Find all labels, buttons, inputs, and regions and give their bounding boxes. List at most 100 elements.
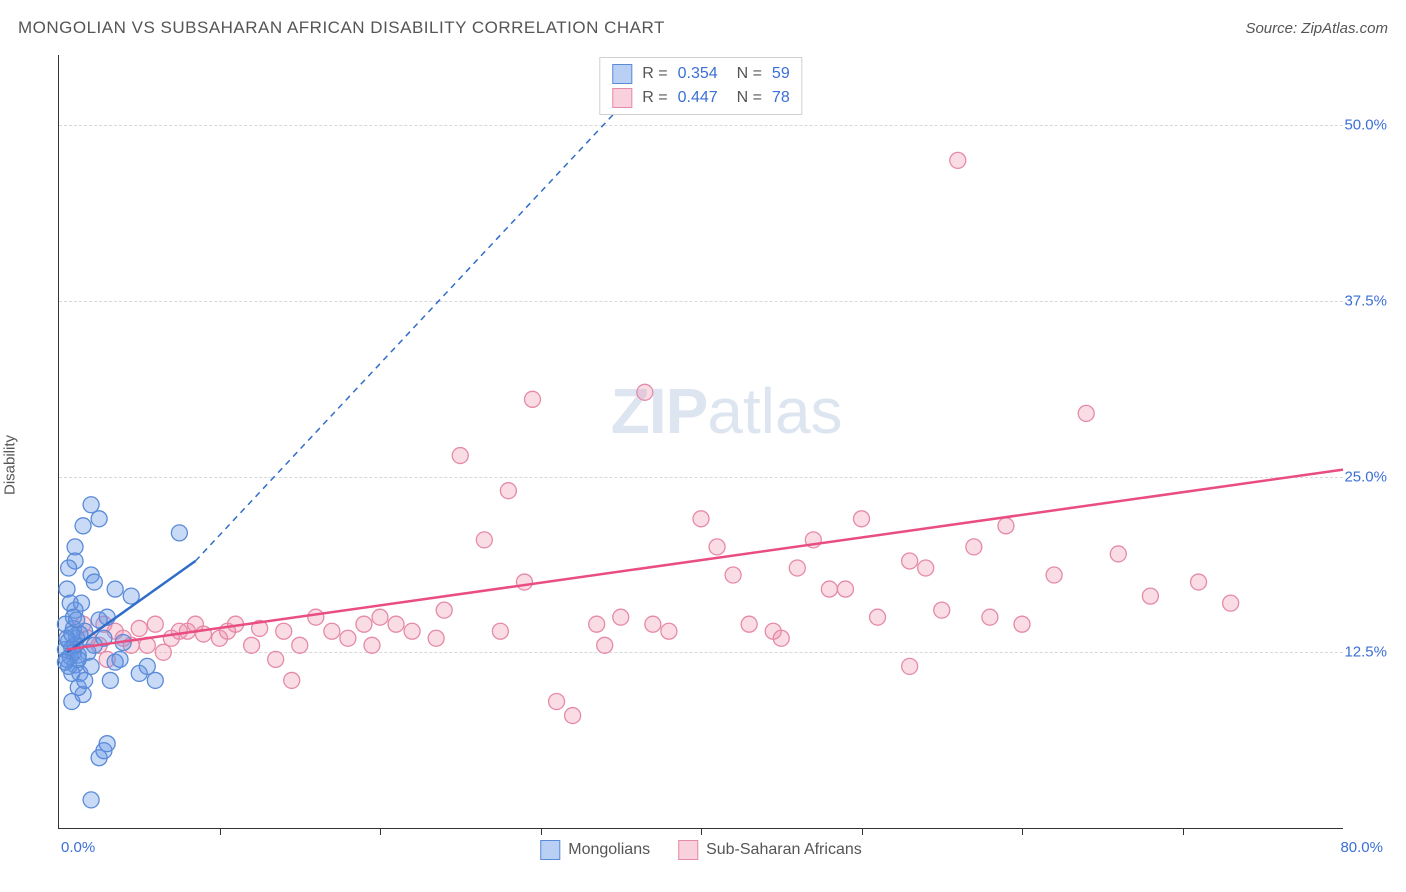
plot-area: ZIPatlas R = 0.354 N = 59R = 0.447 N = 7… (58, 55, 1343, 829)
point-subsaharan (1078, 405, 1094, 421)
point-subsaharan (436, 602, 452, 618)
point-mongolian (83, 497, 99, 513)
point-subsaharan (356, 616, 372, 632)
point-subsaharan (1110, 546, 1126, 562)
point-subsaharan (1014, 616, 1030, 632)
point-subsaharan (950, 152, 966, 168)
legend-n-label: N = (728, 89, 762, 107)
point-mongolian (139, 658, 155, 674)
point-subsaharan (693, 511, 709, 527)
point-subsaharan (268, 651, 284, 667)
point-mongolian (77, 672, 93, 688)
y-axis-label: Disability (2, 434, 19, 494)
point-mongolian (107, 581, 123, 597)
x-tick (1022, 828, 1023, 835)
point-subsaharan (284, 672, 300, 688)
legend-swatch (612, 64, 632, 84)
legend-swatch (540, 840, 560, 860)
point-mongolian (99, 736, 115, 752)
point-subsaharan (998, 518, 1014, 534)
x-tick (380, 828, 381, 835)
x-tick (701, 828, 702, 835)
legend-r-label: R = (642, 89, 667, 107)
point-subsaharan (966, 539, 982, 555)
point-subsaharan (1142, 588, 1158, 604)
legend-n-label: N = (728, 65, 762, 83)
point-subsaharan (902, 553, 918, 569)
point-subsaharan (147, 616, 163, 632)
point-subsaharan (589, 616, 605, 632)
point-subsaharan (516, 574, 532, 590)
trend-line-mongolian-extrapolated (195, 55, 668, 561)
point-subsaharan (645, 616, 661, 632)
source-attribution: Source: ZipAtlas.com (1245, 20, 1388, 37)
point-subsaharan (476, 532, 492, 548)
scatter-svg (59, 55, 1343, 828)
x-tick (1183, 828, 1184, 835)
point-subsaharan (725, 567, 741, 583)
point-subsaharan (404, 623, 420, 639)
point-mongolian (57, 654, 73, 670)
x-axis-min-label: 0.0% (61, 839, 95, 856)
series-legend-item: Sub-Saharan Africans (678, 840, 862, 860)
point-subsaharan (171, 623, 187, 639)
point-subsaharan (637, 384, 653, 400)
series-legend-item: Mongolians (540, 840, 650, 860)
point-subsaharan (854, 511, 870, 527)
x-tick (541, 828, 542, 835)
point-subsaharan (709, 539, 725, 555)
point-subsaharan (741, 616, 757, 632)
point-mongolian (86, 574, 102, 590)
point-subsaharan (372, 609, 388, 625)
point-subsaharan (388, 616, 404, 632)
point-subsaharan (364, 637, 380, 653)
trend-line-subsaharan (67, 470, 1343, 650)
point-subsaharan (1191, 574, 1207, 590)
series-legend-label: Mongolians (568, 841, 650, 859)
point-mongolian (73, 595, 89, 611)
point-subsaharan (902, 658, 918, 674)
point-subsaharan (324, 623, 340, 639)
point-subsaharan (870, 609, 886, 625)
point-subsaharan (661, 623, 677, 639)
legend-swatch (678, 840, 698, 860)
point-subsaharan (524, 391, 540, 407)
point-subsaharan (1046, 567, 1062, 583)
point-subsaharan (789, 560, 805, 576)
point-mongolian (171, 525, 187, 541)
point-mongolian (91, 511, 107, 527)
point-subsaharan (276, 623, 292, 639)
legend-swatch (612, 88, 632, 108)
point-subsaharan (613, 609, 629, 625)
series-legend-label: Sub-Saharan Africans (706, 841, 862, 859)
legend-row: R = 0.354 N = 59 (612, 62, 789, 86)
point-mongolian (112, 651, 128, 667)
point-mongolian (83, 792, 99, 808)
point-mongolian (75, 518, 91, 534)
point-subsaharan (292, 637, 308, 653)
point-subsaharan (918, 560, 934, 576)
point-subsaharan (428, 630, 444, 646)
series-legend: Mongolians Sub-Saharan Africans (540, 840, 861, 860)
legend-n-value: 78 (772, 89, 790, 107)
point-subsaharan (565, 708, 581, 724)
x-tick (220, 828, 221, 835)
point-subsaharan (131, 620, 147, 636)
legend-n-value: 59 (772, 65, 790, 83)
point-subsaharan (340, 630, 356, 646)
legend-r-value: 0.447 (678, 89, 718, 107)
point-subsaharan (500, 483, 516, 499)
point-mongolian (102, 672, 118, 688)
legend-row: R = 0.447 N = 78 (612, 86, 789, 110)
point-subsaharan (1223, 595, 1239, 611)
point-subsaharan (597, 637, 613, 653)
point-subsaharan (155, 644, 171, 660)
point-mongolian (147, 672, 163, 688)
point-subsaharan (492, 623, 508, 639)
point-mongolian (61, 560, 77, 576)
point-subsaharan (549, 694, 565, 710)
x-tick (862, 828, 863, 835)
point-subsaharan (837, 581, 853, 597)
legend-r-label: R = (642, 65, 667, 83)
point-mongolian (59, 581, 75, 597)
